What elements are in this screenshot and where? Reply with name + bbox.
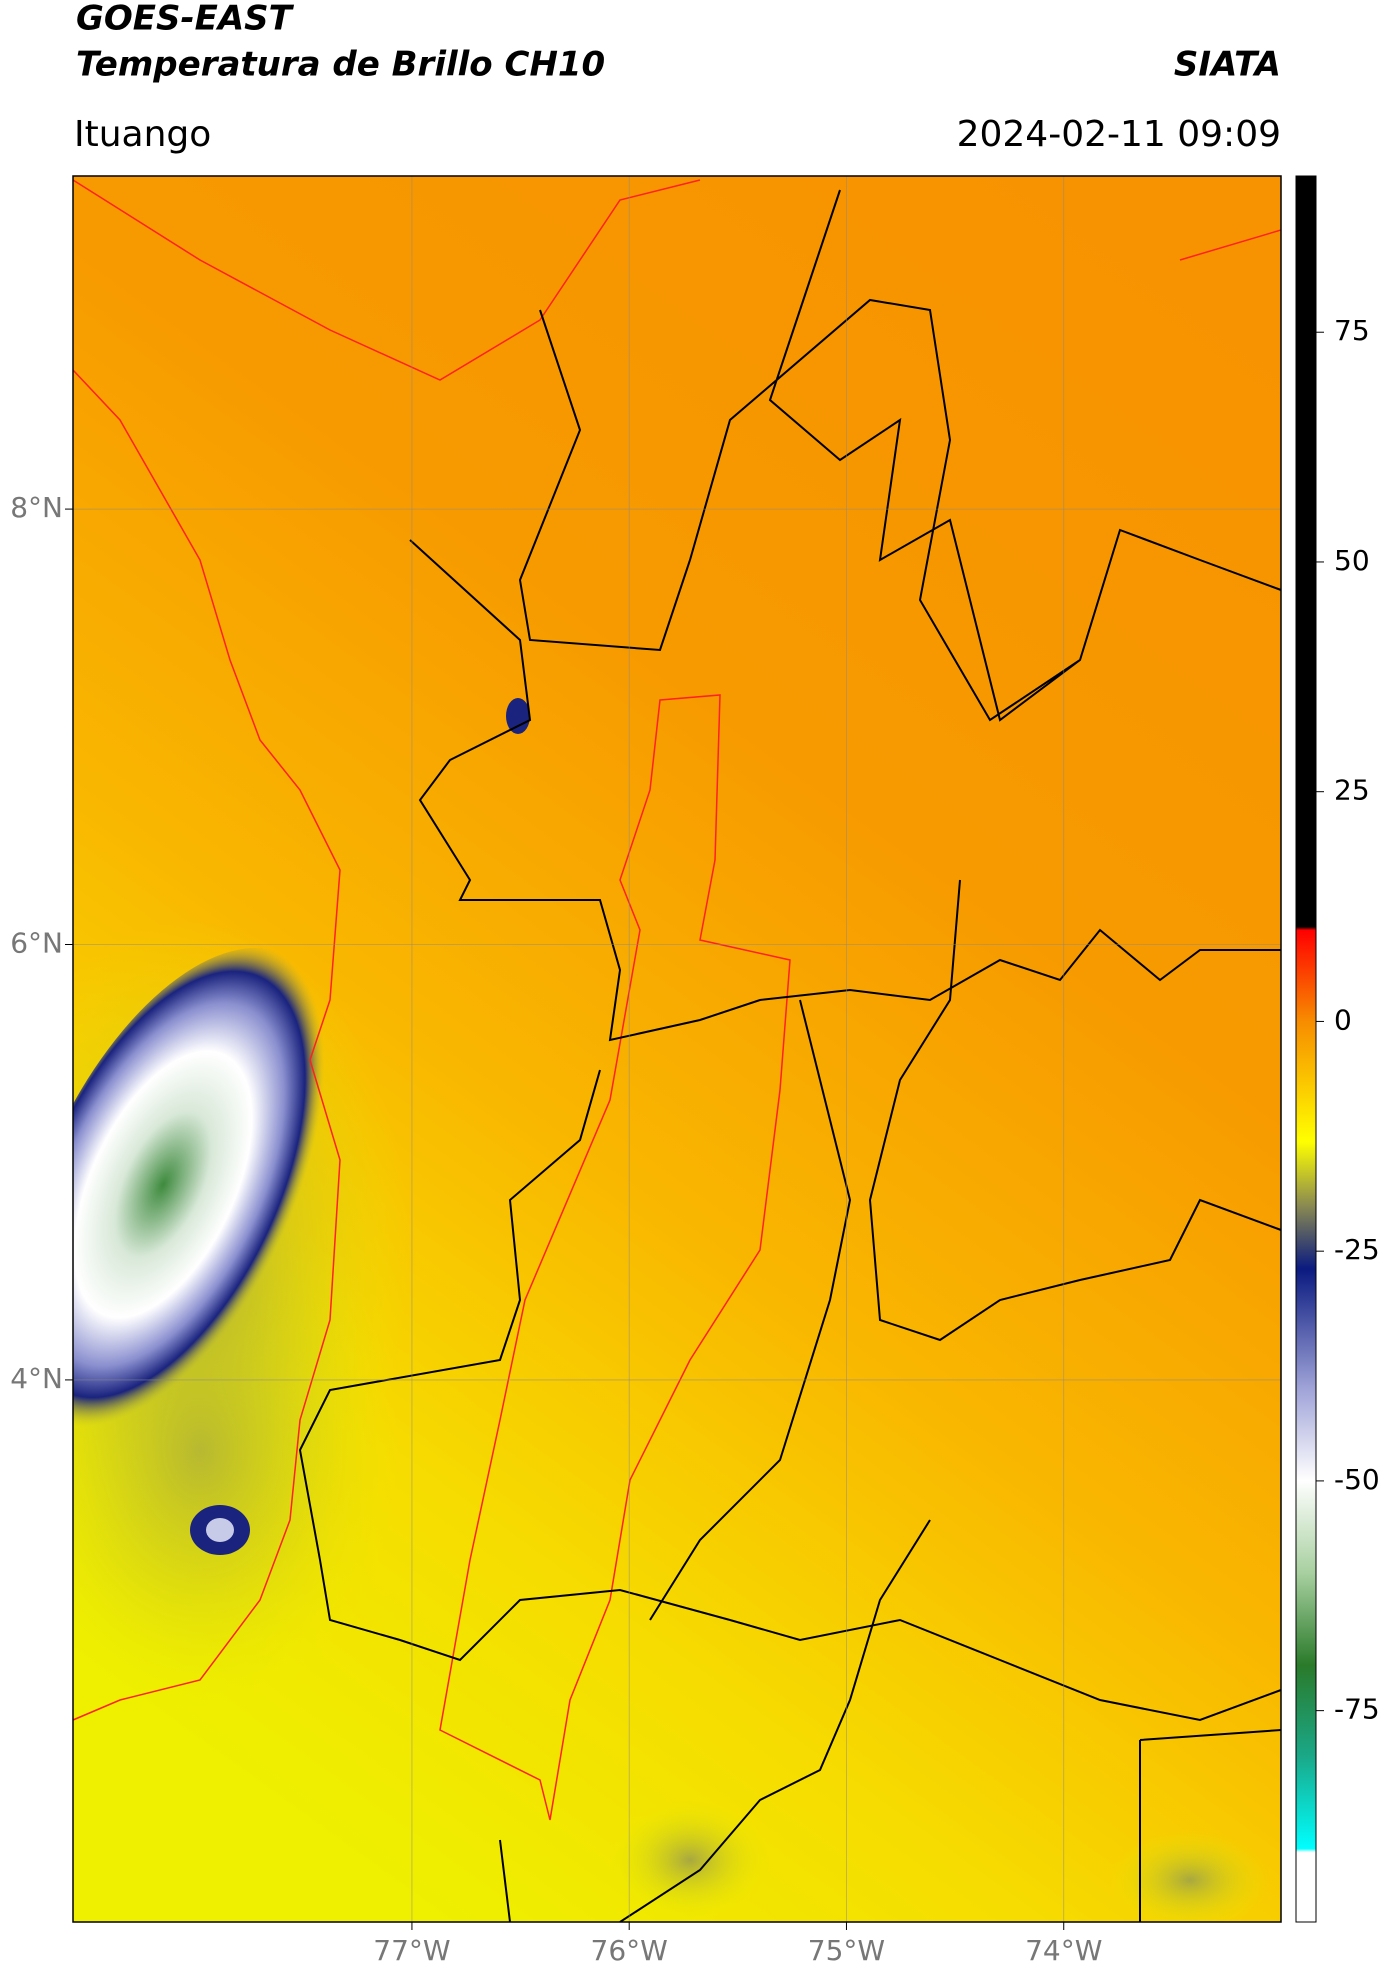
- location: Ituango: [74, 114, 211, 155]
- colorbar-tick-label: -25: [1334, 1233, 1380, 1266]
- colorbar-tick-label: -75: [1334, 1693, 1380, 1726]
- colorbar-tick-label: 50: [1334, 544, 1370, 577]
- y-tick-label: 6°N: [10, 927, 63, 960]
- x-tick-label: 77°W: [373, 1934, 450, 1967]
- title: GOES-EAST: [76, 0, 295, 39]
- subtitle: Temperatura de Brillo CH10: [76, 45, 605, 85]
- map-image: [73, 176, 1281, 1922]
- map-frame: [72, 175, 1282, 1923]
- grid: 77°W 76°W 75°W 74°W 8°N 6°N 4°N: [10, 176, 1281, 1967]
- colorbar-tick-label: 25: [1334, 774, 1370, 807]
- colorbar-ticks: 75 50 25 0 -25 -50 -75: [1316, 314, 1380, 1726]
- x-tick-label: 74°W: [1025, 1934, 1102, 1967]
- x-tick-label: 76°W: [591, 1934, 668, 1967]
- source: SIATA: [1174, 45, 1281, 85]
- colorbar-tick-label: -50: [1334, 1463, 1380, 1496]
- colorbar-tick-label: 75: [1334, 314, 1370, 347]
- colorbar-tick-label: 0: [1334, 1003, 1352, 1036]
- colorbar: [1295, 175, 1317, 1923]
- x-tick-label: 75°W: [808, 1934, 885, 1967]
- y-tick-label: 8°N: [10, 491, 63, 524]
- datetime: 2024-02-11 09:09: [957, 114, 1281, 155]
- borders: [73, 179, 1281, 1922]
- y-tick-label: 4°N: [10, 1362, 63, 1395]
